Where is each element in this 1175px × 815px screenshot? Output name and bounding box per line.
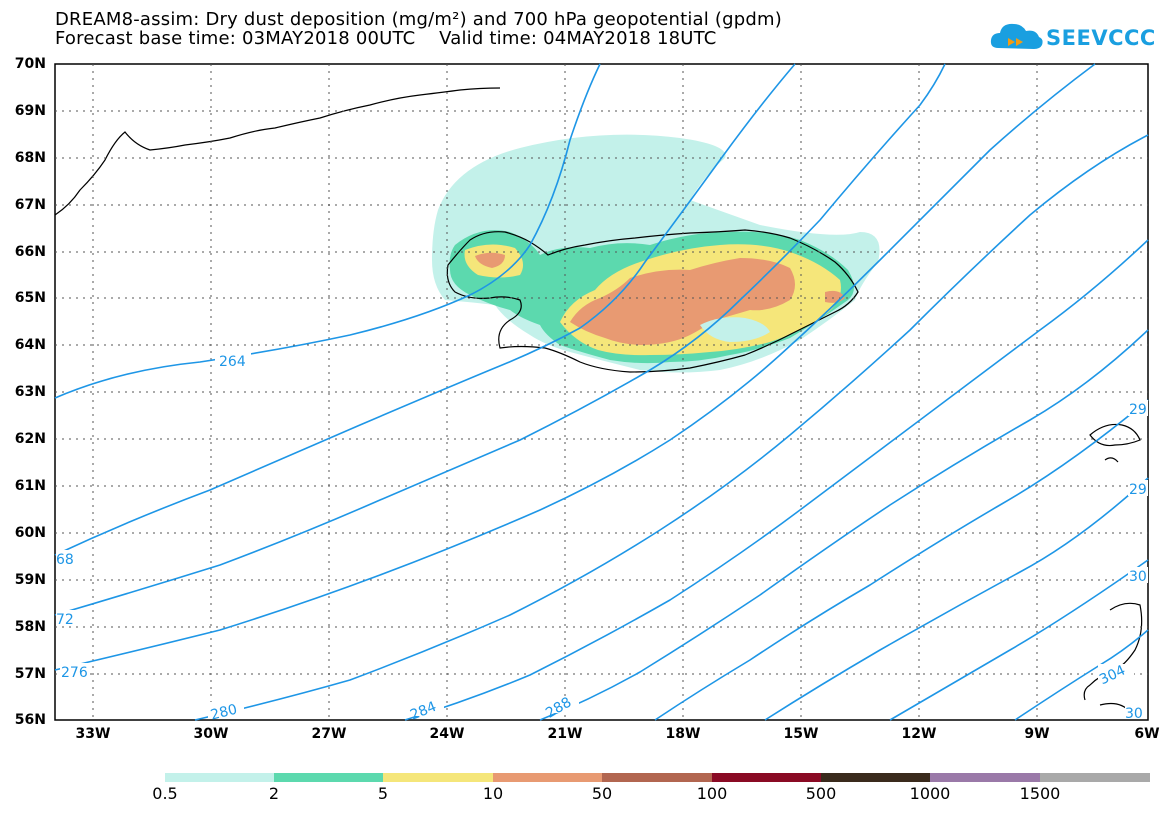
colorbar-swatch-8 <box>930 773 1040 782</box>
lat-label: 58N <box>14 619 46 635</box>
contour-label-bg <box>408 700 444 716</box>
colorbar-swatch-9 <box>1040 773 1150 782</box>
contour-label-bg <box>215 352 251 368</box>
contour-label-268: 68 <box>56 552 74 568</box>
lon-label: 12W <box>901 726 937 742</box>
colorbar-swatch-5 <box>602 773 712 782</box>
forecast-time-line: Forecast base time: 03MAY2018 00UTC Vali… <box>55 28 717 49</box>
lat-label: 70N <box>14 56 46 72</box>
lat-label: 64N <box>14 337 46 353</box>
lon-label: 24W <box>429 726 465 742</box>
lat-label: 61N <box>14 478 46 494</box>
contour-label-bg <box>56 550 78 566</box>
lat-label: 60N <box>14 525 46 541</box>
lon-label: 27W <box>311 726 347 742</box>
contour-label-292: 29 <box>1129 402 1147 418</box>
lon-label: 15W <box>783 726 819 742</box>
lat-label: 59N <box>14 572 46 588</box>
lat-label: 62N <box>14 431 46 447</box>
colorbar-label: 500 <box>805 784 837 803</box>
colorbar-label: 50 <box>591 784 613 803</box>
colorbar-swatch-2 <box>274 773 383 782</box>
lon-label: 33W <box>75 726 111 742</box>
lon-label: 30W <box>193 726 229 742</box>
cloud-icon <box>990 23 1043 49</box>
contour-label-264: 264 <box>219 354 246 370</box>
lat-label: 57N <box>14 666 46 682</box>
contour-label-308: 30 <box>1125 706 1143 722</box>
contour-label-300: 30 <box>1129 569 1147 585</box>
lat-label: 65N <box>14 290 46 306</box>
lat-label: 63N <box>14 384 46 400</box>
colorbar-label: 5 <box>377 784 389 803</box>
contour-label-bg <box>1128 567 1148 583</box>
colorbar-label: 100 <box>696 784 728 803</box>
lat-label: 69N <box>14 103 46 119</box>
colorbar-swatch-6 <box>712 773 821 782</box>
lat-label: 68N <box>14 150 46 166</box>
contour-label-bg <box>1128 480 1148 496</box>
logo-text: SEEVCCC <box>1046 26 1156 50</box>
geopotential-contours <box>54 63 1149 721</box>
contour-label-bg <box>56 610 78 626</box>
contour-label-bg <box>543 697 579 713</box>
colorbar-label: 2 <box>268 784 280 803</box>
colorbar <box>165 773 1150 782</box>
dust-shading <box>432 134 880 373</box>
colorbar-swatch-1 <box>165 773 274 782</box>
colorbar-label: 1000 <box>909 784 951 803</box>
colorbar-swatch-4 <box>493 773 602 782</box>
colorbar-label: 10 <box>482 784 504 803</box>
colorbar-swatch-3 <box>383 773 493 782</box>
map-title: DREAM8-assim: Dry dust deposition (mg/m²… <box>55 9 782 30</box>
contour-label-296: 29 <box>1129 482 1147 498</box>
lat-label: 56N <box>14 712 46 728</box>
colorbar-label: 1500 <box>1019 784 1061 803</box>
graticule <box>55 64 1148 720</box>
seevccc-logo: SEEVCCC <box>988 18 1155 58</box>
lon-label: 6W <box>1134 726 1160 742</box>
contour-labels: 264 68 72 276 280 284 288 29 29 30 304 3… <box>56 352 1148 724</box>
contour-label-bg <box>208 702 244 718</box>
contour-label-bg <box>60 663 90 679</box>
contour-label-276: 276 <box>61 665 88 681</box>
colorbar-label: 0.5 <box>152 784 178 803</box>
lat-label: 66N <box>14 244 46 260</box>
lat-label: 67N <box>14 197 46 213</box>
contour-label-280: 280 <box>209 702 239 724</box>
contour-label-272: 72 <box>56 612 74 628</box>
colorbar-swatch-7 <box>821 773 930 782</box>
contour-label-bg <box>1098 664 1134 680</box>
lon-label: 21W <box>547 726 583 742</box>
lon-label: 9W <box>1024 726 1050 742</box>
contour-label-bg <box>1125 704 1147 719</box>
contour-label-bg <box>1128 400 1148 416</box>
lon-label: 18W <box>665 726 701 742</box>
coastlines <box>54 87 1143 713</box>
